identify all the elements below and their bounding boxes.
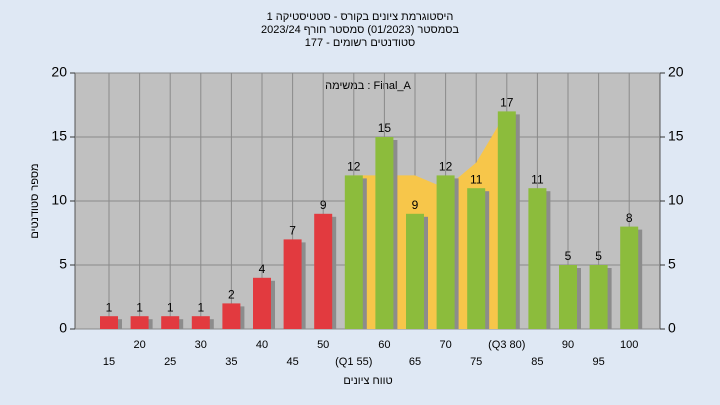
x-tick-label: 90 xyxy=(562,339,574,351)
y2-tick-label: 0 xyxy=(668,320,676,336)
bar xyxy=(253,277,271,329)
x-tick-label: (Q1 55) xyxy=(335,356,372,368)
bar xyxy=(620,226,639,329)
y2-tick-label: 15 xyxy=(668,128,684,144)
value-label: 7 xyxy=(289,224,296,238)
bar xyxy=(283,239,302,329)
value-label: 9 xyxy=(320,198,327,212)
bar xyxy=(222,303,241,329)
y-tick-label: 10 xyxy=(51,192,67,208)
x-tick-label: 85 xyxy=(531,356,543,368)
bar xyxy=(589,265,608,329)
y-tick-label: 5 xyxy=(59,256,67,272)
bar xyxy=(375,137,394,329)
y2-tick-label: 5 xyxy=(668,256,676,272)
value-label: 4 xyxy=(259,262,266,276)
x-tick-label: 15 xyxy=(103,356,115,368)
value-label: 12 xyxy=(347,160,361,174)
bar xyxy=(467,188,486,329)
value-label: 11 xyxy=(470,172,483,186)
y-tick-label: 15 xyxy=(51,128,67,144)
x-tick-label: (Q3 80) xyxy=(488,339,525,351)
bar xyxy=(161,316,180,329)
x-tick-label: 50 xyxy=(317,339,329,351)
value-label: 1 xyxy=(136,300,143,314)
x-tick-label: 70 xyxy=(439,339,451,351)
x-tick-label: 95 xyxy=(592,356,604,368)
y-axis-label: מספר סטודנטים xyxy=(29,163,41,238)
value-label: 5 xyxy=(565,249,572,263)
value-label: 15 xyxy=(378,121,392,135)
bar xyxy=(130,316,149,329)
x-tick-label: 65 xyxy=(409,356,421,368)
x-tick-label: 60 xyxy=(378,339,390,351)
chart-subtitle: בסמסטר (01/2023) סמסטר חורף 2023/24 xyxy=(261,24,459,36)
y-tick-label: 0 xyxy=(59,320,67,336)
x-tick-label: 35 xyxy=(225,356,237,368)
bar xyxy=(406,213,424,329)
x-tick-label: 40 xyxy=(256,339,268,351)
chart-title: היסטוגרמת ציונים בקורס - סטטיסטיקה 1 xyxy=(267,11,454,23)
value-label: 1 xyxy=(106,300,113,314)
value-label: 9 xyxy=(412,198,419,212)
bar xyxy=(344,175,363,329)
value-label: 1 xyxy=(197,300,204,314)
value-label: 1 xyxy=(167,300,174,314)
x-tick-label: 20 xyxy=(133,339,145,351)
value-label: 11 xyxy=(531,172,544,186)
annotation: במשימה : Final_A xyxy=(325,80,411,92)
value-label: 5 xyxy=(595,249,602,263)
x-tick-label: 45 xyxy=(286,356,298,368)
bar xyxy=(100,316,118,329)
chart-subtitle: סטודנטים רשומים - 177 xyxy=(305,37,416,49)
bar xyxy=(314,213,333,329)
value-label: 2 xyxy=(228,288,235,302)
x-tick-label: 100 xyxy=(620,339,638,351)
value-label: 12 xyxy=(439,160,453,174)
x-tick-label: 25 xyxy=(164,356,176,368)
bar xyxy=(191,316,210,329)
bar xyxy=(559,265,577,329)
bar xyxy=(528,188,547,329)
value-label: 8 xyxy=(626,211,633,225)
y2-tick-label: 10 xyxy=(668,192,684,208)
y2-tick-label: 20 xyxy=(668,64,684,80)
value-label: 17 xyxy=(500,96,514,110)
x-axis-label: טווח ציונים xyxy=(343,375,392,387)
bar xyxy=(436,175,455,329)
bar xyxy=(497,111,516,330)
y-tick-label: 20 xyxy=(51,64,67,80)
x-tick-label: 75 xyxy=(470,356,482,368)
x-tick-label: 30 xyxy=(195,339,207,351)
